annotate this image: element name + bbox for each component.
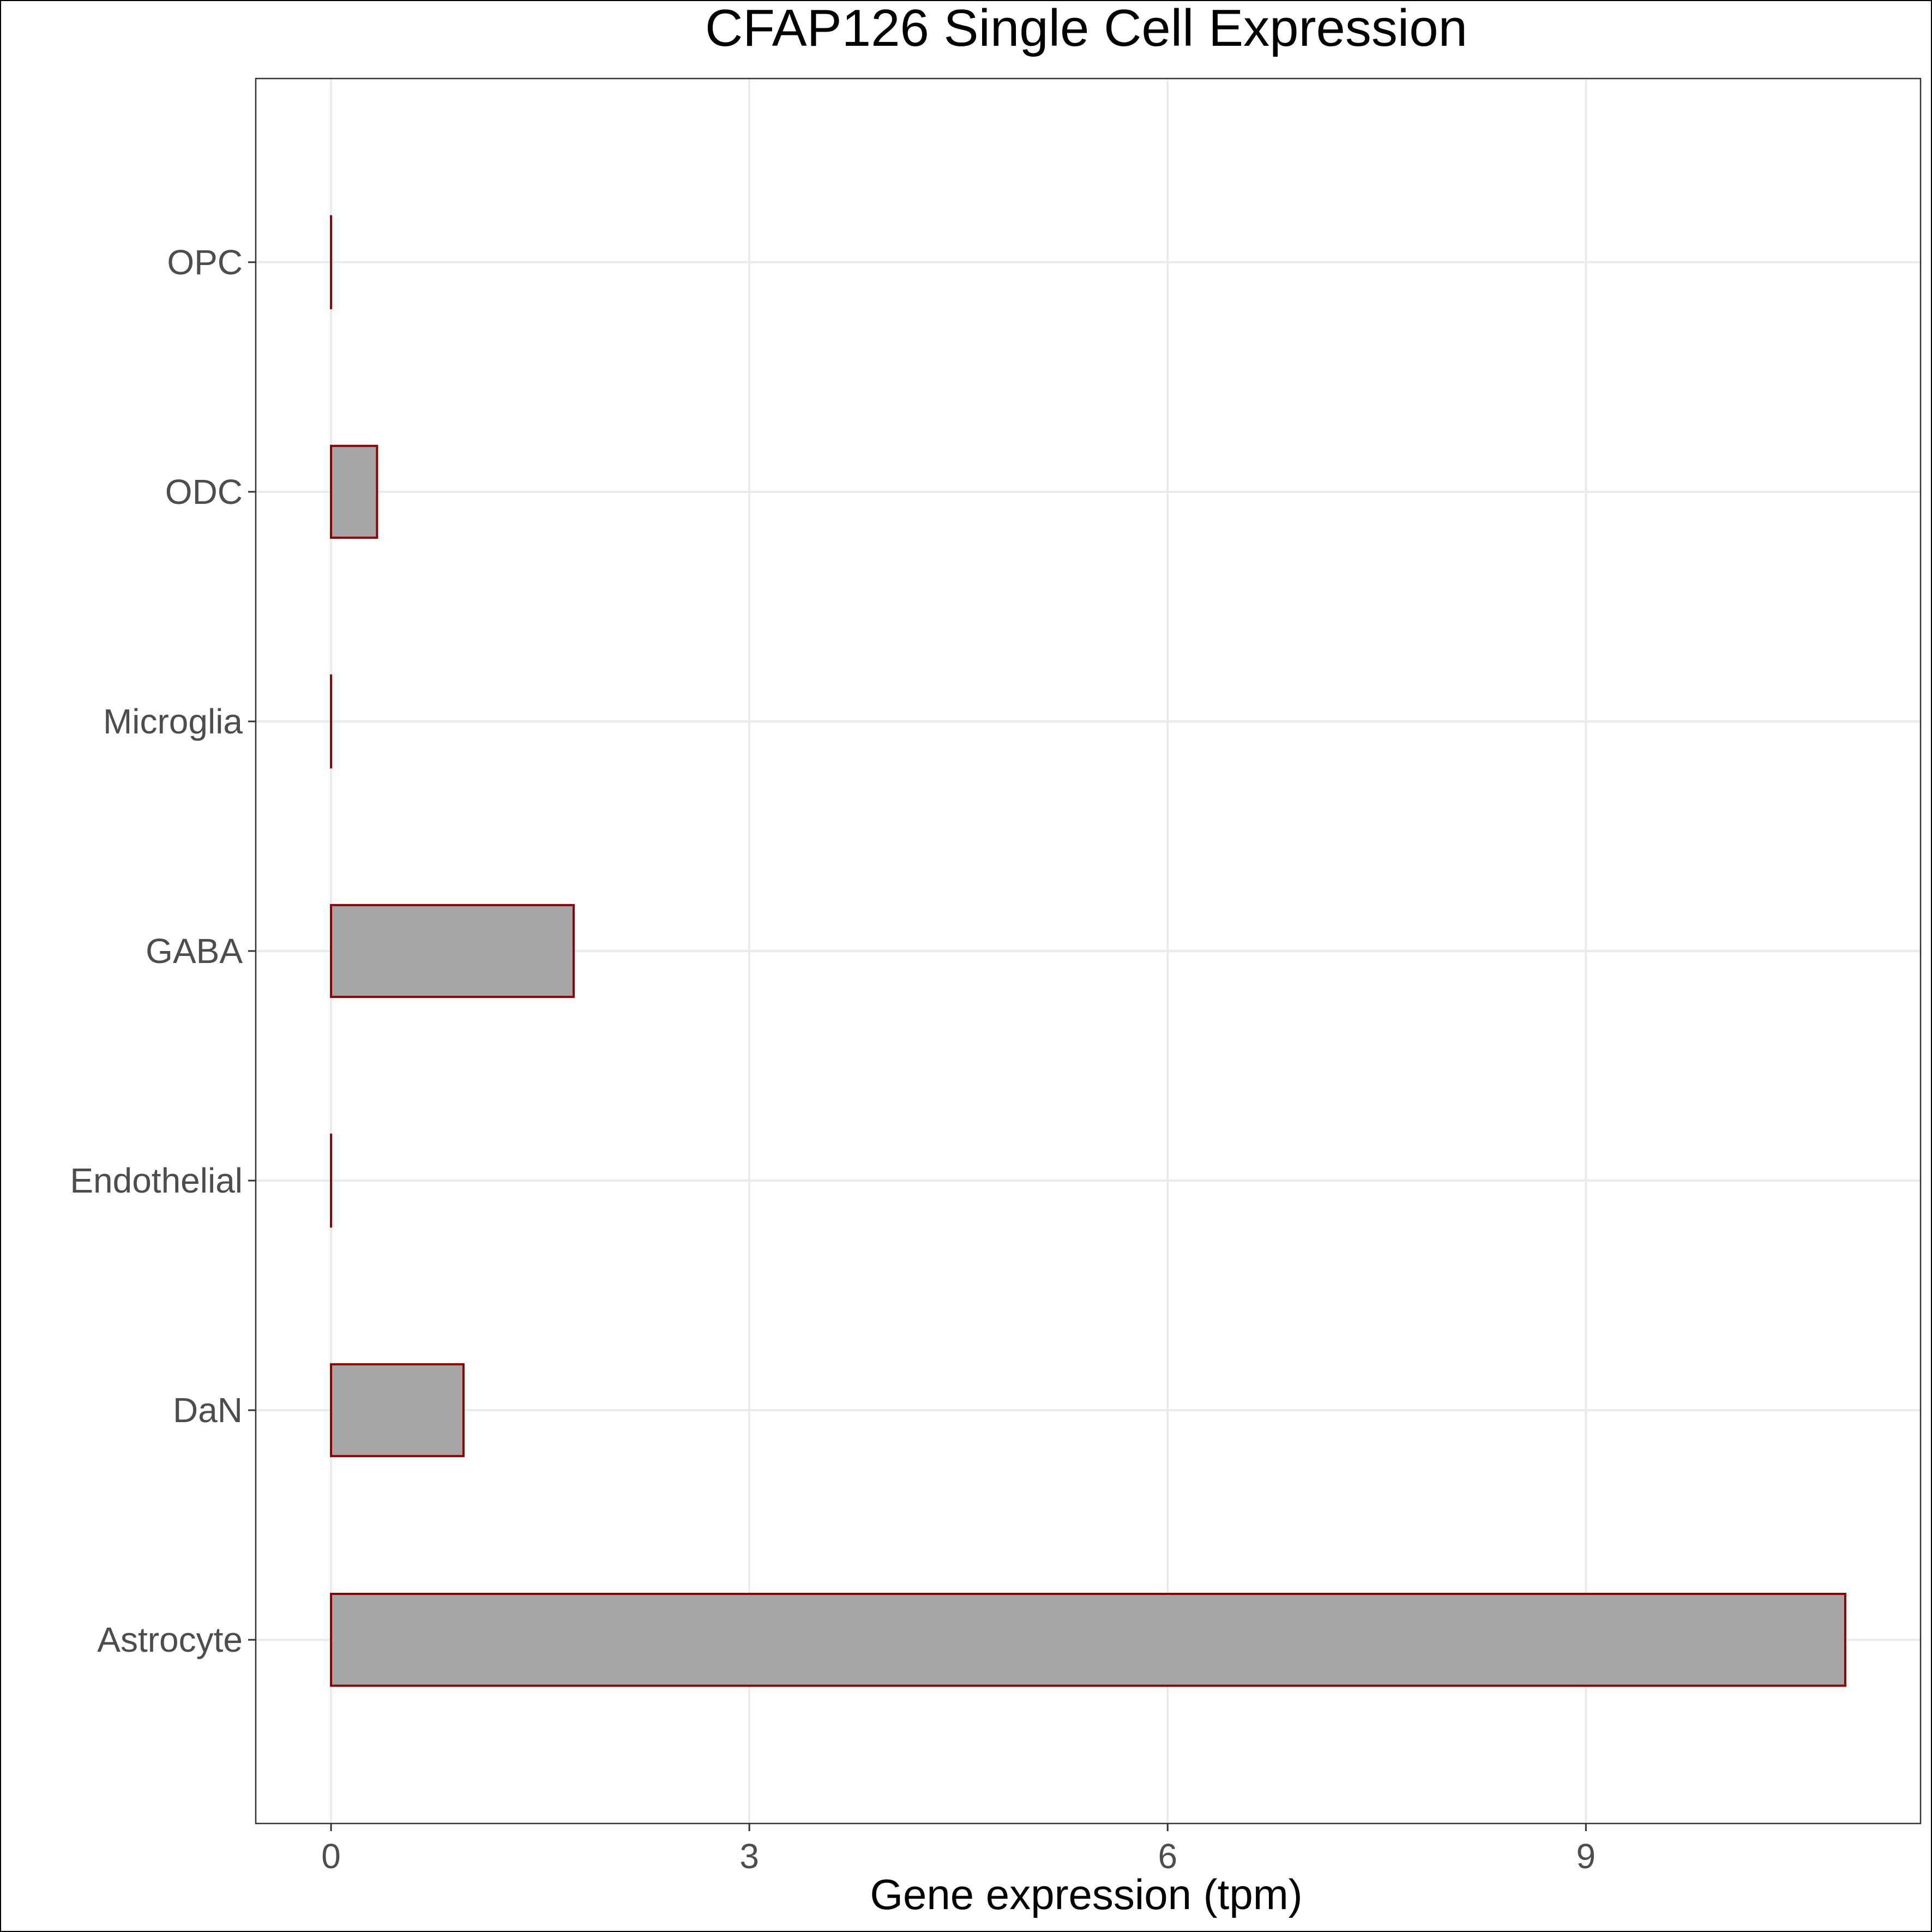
bar-dan bbox=[330, 1363, 465, 1458]
y-tick-label: Endothelial bbox=[70, 1161, 243, 1200]
x-axis-label: Gene expression (tpm) bbox=[870, 1870, 1302, 1918]
bar-gaba bbox=[330, 904, 575, 998]
y-tick-label: ODC bbox=[165, 472, 243, 511]
x-tick-labels: 0 3 6 9 bbox=[321, 1823, 1596, 1876]
x-tick-label: 3 bbox=[739, 1837, 759, 1876]
y-tick-labels: Astrocyte DaN Endothelial GABA Microglia ODC O… bbox=[70, 243, 256, 1659]
y-tick-label: Microglia bbox=[103, 702, 243, 741]
x-tick-label: 0 bbox=[321, 1837, 341, 1876]
y-tick-label: Astrocyte bbox=[97, 1620, 243, 1659]
bars bbox=[330, 215, 1846, 1687]
chart-title: CFAP126 Single Cell Expression bbox=[705, 1, 1467, 57]
y-tick-label: OPC bbox=[167, 243, 243, 282]
y-tick-label: DaN bbox=[173, 1391, 243, 1430]
y-tick-label: GABA bbox=[146, 931, 243, 971]
bar-astrocyte bbox=[330, 1592, 1846, 1687]
x-tick-label: 6 bbox=[1158, 1837, 1177, 1876]
bar-odc bbox=[330, 444, 378, 539]
x-tick-label: 9 bbox=[1576, 1837, 1596, 1876]
